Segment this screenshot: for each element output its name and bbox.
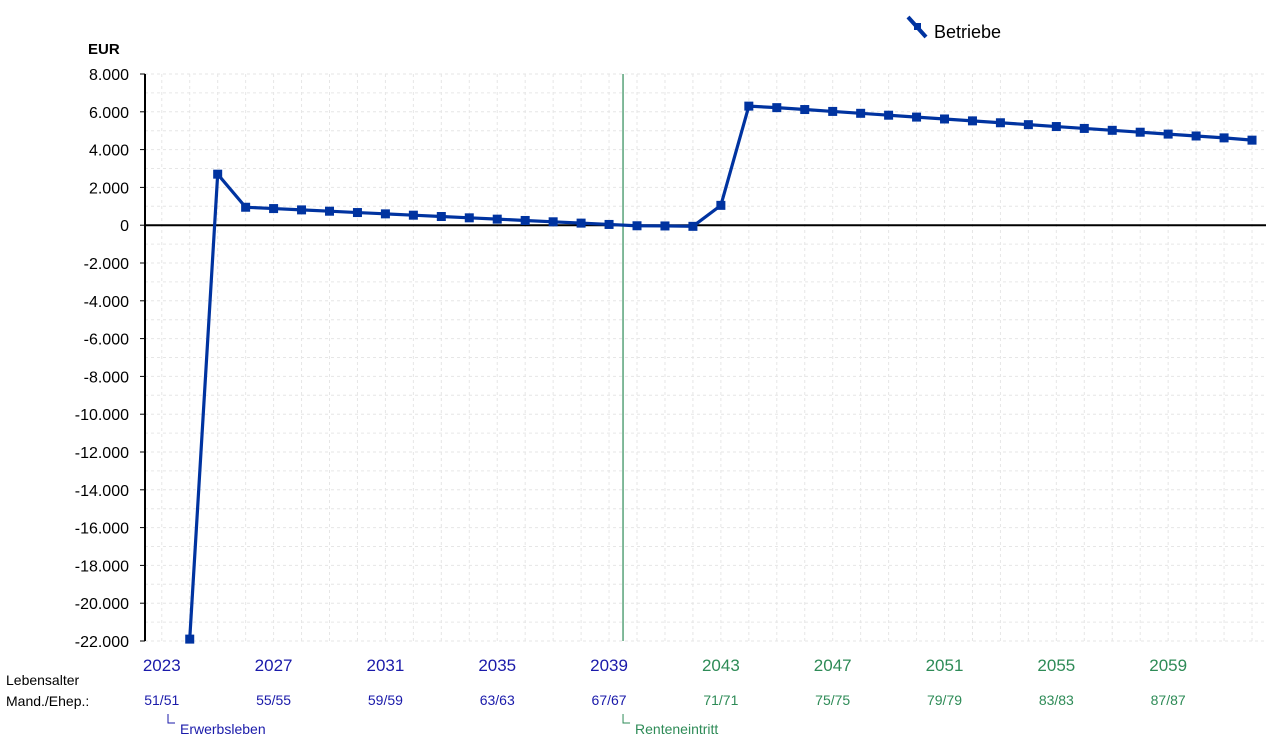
data-point: [632, 221, 642, 231]
data-point: [604, 219, 614, 229]
age-label: 59/59: [368, 692, 403, 708]
data-point: [269, 204, 279, 214]
x-tick-label: 2035: [478, 656, 516, 675]
data-point: [492, 214, 502, 224]
data-point: [408, 210, 418, 220]
data-point: [884, 110, 894, 120]
data-point: [1135, 127, 1145, 137]
y-tick-label: -18.000: [75, 558, 129, 575]
data-point: [772, 103, 782, 113]
annotation-bracket: [167, 714, 175, 724]
y-tick-label: 0: [120, 218, 129, 235]
data-point: [576, 218, 586, 228]
age-label: 63/63: [480, 692, 515, 708]
y-tick-label: -2.000: [84, 256, 129, 273]
x-tick-label: 2023: [143, 656, 181, 675]
x-tick-label: 2043: [702, 656, 740, 675]
data-point: [800, 105, 810, 115]
data-point: [520, 215, 530, 225]
x-tick-label: 2047: [814, 656, 852, 675]
y-tick-label: 2.000: [89, 180, 129, 197]
data-point: [688, 221, 698, 231]
data-point: [744, 101, 754, 111]
data-point: [380, 209, 390, 219]
y-tick-labels: 8.000 6.000 4.000 2.000 0 -2.000 -4.000 -6.000 -…: [75, 67, 145, 651]
age-labels: 51/51 55/55 59/59 63/63 67/67 71/71 75/75 79/79…: [144, 692, 1186, 708]
legend-betriebe-icon: [906, 15, 928, 39]
data-point: [940, 114, 950, 124]
data-point: [325, 206, 335, 216]
age-label-line1: Lebensalter: [6, 672, 80, 688]
annotation-erwerbsleben: Erwerbsleben: [180, 721, 266, 737]
data-point: [464, 213, 474, 223]
annotations: Erwerbsleben Renteneintritt: [167, 714, 718, 737]
data-point: [856, 108, 866, 118]
x-tick-labels: 2023 2027 2031 2035 2039 2043 2047 2051 2055 2059: [143, 656, 1187, 675]
x-tick-label: 2055: [1037, 656, 1075, 675]
data-point: [1107, 125, 1117, 135]
x-tick-label: 2027: [255, 656, 293, 675]
y-tick-label: 8.000: [89, 67, 129, 84]
data-point: [297, 205, 307, 215]
age-label: 55/55: [256, 692, 291, 708]
age-label: 79/79: [927, 692, 962, 708]
data-point: [213, 169, 223, 179]
age-label: 71/71: [703, 692, 738, 708]
grid-lines: [145, 73, 1266, 642]
series-line: [188, 104, 1253, 640]
x-tick-label: 2051: [926, 656, 964, 675]
data-point: [1191, 131, 1201, 141]
y-tick-label: -10.000: [75, 407, 129, 424]
age-label: 83/83: [1039, 692, 1074, 708]
data-point: [1023, 120, 1033, 130]
y-tick-label: -20.000: [75, 596, 129, 613]
y-tick-label: 6.000: [89, 105, 129, 122]
y-tick-label: -4.000: [84, 294, 129, 311]
x-tick-label: 2039: [590, 656, 628, 675]
data-point: [241, 202, 251, 212]
y-tick-label: -14.000: [75, 483, 129, 500]
series-betriebe: [185, 101, 1257, 644]
data-point: [912, 112, 922, 122]
age-label: 75/75: [815, 692, 850, 708]
data-point: [1051, 122, 1061, 132]
data-point: [548, 217, 558, 227]
data-point: [828, 106, 838, 116]
legend-betriebe-label: Betriebe: [934, 22, 1001, 42]
y-tick-label: -12.000: [75, 445, 129, 462]
data-point: [1247, 135, 1257, 145]
data-point: [995, 118, 1005, 128]
data-point: [1079, 123, 1089, 133]
data-point: [436, 212, 446, 222]
annotation-renteneintritt: Renteneintritt: [635, 721, 718, 737]
annotation-bracket: [622, 714, 631, 724]
data-point: [185, 634, 195, 644]
data-point: [660, 221, 670, 231]
age-label: 51/51: [144, 692, 179, 708]
x-tick-label: 2059: [1149, 656, 1187, 675]
y-axis-label: EUR: [88, 41, 120, 58]
age-label: 87/87: [1151, 692, 1186, 708]
data-point: [1219, 133, 1229, 143]
y-tick-label: -8.000: [84, 369, 129, 386]
y-tick-label: -22.000: [75, 634, 129, 651]
x-tick-label: 2031: [366, 656, 404, 675]
data-point: [352, 208, 362, 218]
legend: Betriebe: [906, 15, 1001, 42]
age-label: 67/67: [592, 692, 627, 708]
y-tick-label: -6.000: [84, 332, 129, 349]
age-label-line2: Mand./Ehep.:: [6, 693, 89, 709]
data-point: [967, 116, 977, 126]
axes: [144, 74, 1266, 641]
data-point: [716, 200, 726, 210]
y-tick-label: 4.000: [89, 143, 129, 160]
y-tick-label: -16.000: [75, 521, 129, 538]
data-point: [1163, 129, 1173, 139]
